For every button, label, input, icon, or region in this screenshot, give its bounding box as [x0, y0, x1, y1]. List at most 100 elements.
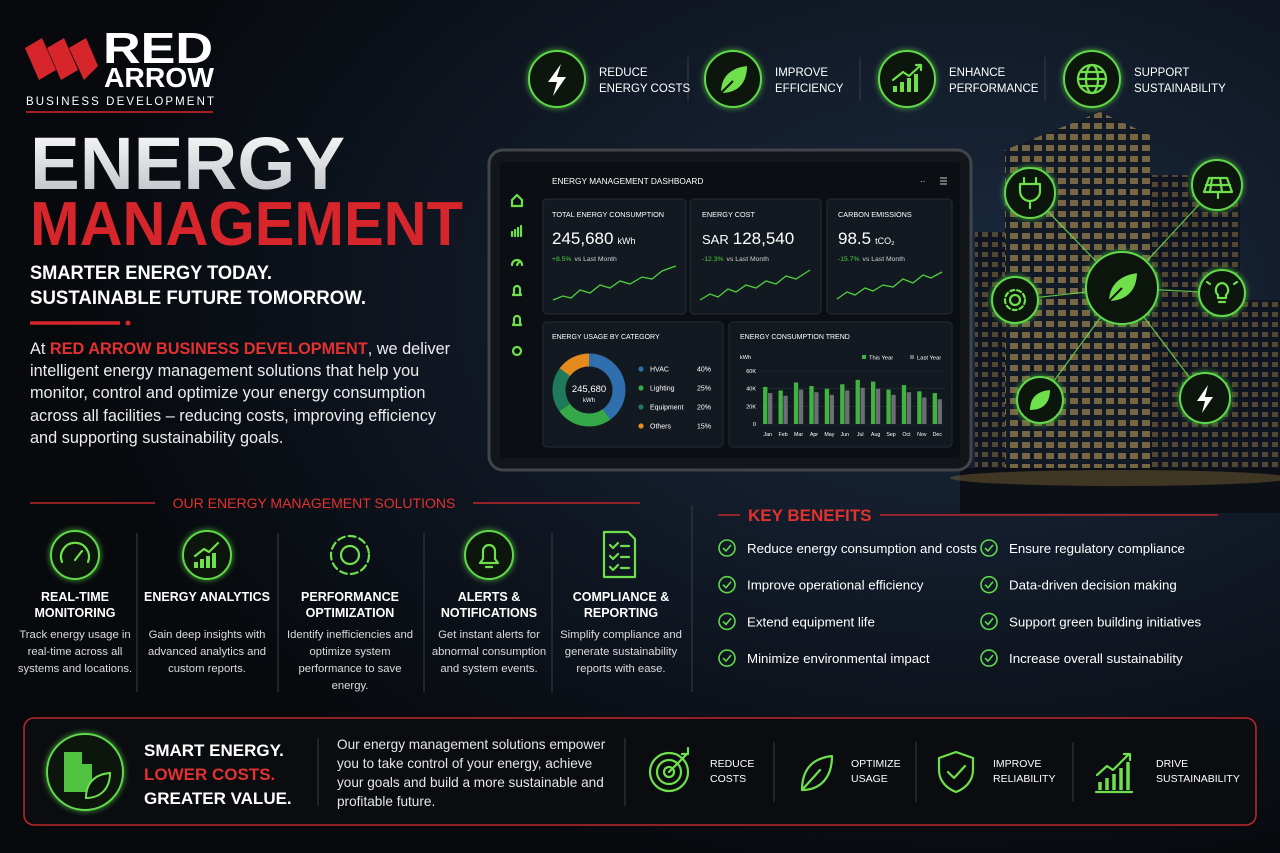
- solutions-frame: OUR ENERGY MANAGEMENT SOLUTIONS: [30, 495, 693, 692]
- legend-swatch: [638, 385, 644, 391]
- x-tick-label: Apr: [810, 432, 818, 438]
- bar: [824, 388, 830, 424]
- donut-segment: [552, 353, 626, 427]
- kpi-change-value: +8.5%: [552, 256, 571, 263]
- x-tick-label: Jul: [857, 432, 864, 438]
- legend-label: Others: [650, 424, 672, 431]
- benefit-item: Support green building initiatives: [1009, 614, 1202, 629]
- bar: [840, 384, 845, 424]
- kpi-prefix: SAR: [702, 232, 729, 247]
- divider-dot: [125, 320, 131, 326]
- legend-label: Lighting: [650, 386, 675, 393]
- legend-label: Last Year: [917, 356, 941, 362]
- kpi-compare: vs Last Month: [727, 256, 770, 263]
- bar: [798, 389, 804, 424]
- chart-title: ENERGY CONSUMPTION TREND: [740, 334, 850, 341]
- footer-slogan: LOWER COSTS.: [144, 765, 275, 784]
- legend-swatch: [638, 423, 644, 429]
- footer-item: IMPROVE: [993, 758, 1041, 770]
- x-tick-label: Jan: [763, 432, 772, 438]
- axis-label: kWh: [740, 355, 751, 361]
- feature-label: REDUCE: [599, 67, 648, 79]
- kpi-label: ENERGY COST: [702, 210, 756, 219]
- x-tick-label: Feb: [779, 432, 788, 438]
- bar: [922, 397, 927, 424]
- kpi-value: SAR 128,540: [702, 229, 794, 248]
- value-label: 20%: [697, 405, 711, 412]
- bar: [778, 390, 783, 424]
- kpi-value: 245,680 kWh: [552, 229, 635, 248]
- legend-label: HVAC: [650, 367, 669, 374]
- kpi-unit: kWh: [617, 236, 635, 246]
- bar: [917, 391, 922, 424]
- intro-text: , we deliver intelligent energy manageme…: [30, 340, 451, 447]
- hero-title: ENERGY: [30, 122, 345, 205]
- intro: At RED ARROW BUSINESS DEVELOPMENT, we de…: [30, 338, 462, 449]
- legend-swatch: [862, 355, 866, 359]
- hero-tagline: SUSTAINABLE FUTURE TOMORROW.: [30, 288, 366, 309]
- feature-label: IMPROVE: [775, 67, 828, 79]
- check-icon: [980, 539, 998, 557]
- y-tick-label: 0: [753, 422, 756, 428]
- kpi-label: TOTAL ENERGY CONSUMPTION: [552, 210, 664, 219]
- bar: [886, 389, 891, 424]
- y-tick-label: 20K: [746, 404, 756, 410]
- feature-label: ENERGY COSTS: [599, 83, 690, 95]
- bar: [845, 390, 850, 424]
- footer-slogan: GREATER VALUE.: [144, 789, 292, 808]
- logo-line2: ARROW: [104, 62, 215, 93]
- feature-label: PERFORMANCE: [949, 83, 1039, 95]
- legend-label: Equipment: [650, 405, 684, 412]
- bar: [783, 395, 788, 424]
- kpi-label: CARBON EMISSIONS: [838, 210, 912, 219]
- x-tick-label: Jun: [841, 432, 850, 438]
- value-label: 15%: [697, 424, 711, 431]
- bar: [871, 381, 876, 424]
- bar: [793, 382, 799, 424]
- solution-text: Identify inefficiencies and optimize sys…: [286, 629, 414, 692]
- check-icon: [980, 575, 998, 594]
- top-feature-icons: [528, 50, 1121, 108]
- x-tick-label: Aug: [871, 432, 880, 438]
- solution-text: Gain deep insights with advanced analyti…: [147, 629, 267, 675]
- kpi-change: -15.7% vs Last Month: [838, 256, 905, 263]
- bar: [860, 387, 865, 424]
- check-icon: [984, 544, 994, 553]
- donut-segment: [552, 353, 626, 427]
- kpi-number: 98.5: [838, 229, 871, 248]
- section-heading: OUR ENERGY MANAGEMENT SOLUTIONS: [173, 495, 456, 511]
- benefit-item: Extend equipment life: [747, 614, 875, 629]
- x-tick-label: Dec: [933, 432, 943, 438]
- solution-title: ENERGY ANALYTICS: [144, 590, 270, 604]
- check-icon: [984, 617, 994, 626]
- x-tick-label: Mar: [794, 432, 803, 438]
- bar: [768, 393, 773, 424]
- check-icon: [984, 654, 994, 663]
- x-tick-label: Sep: [886, 432, 895, 438]
- kpi-change: +8.5% vs Last Month: [552, 256, 617, 263]
- network-nodes: [991, 159, 1246, 424]
- logo: RED ARROW BUSINESS DEVELOPMENT: [25, 24, 215, 113]
- hero-title-accent: MANAGEMENT: [30, 190, 463, 259]
- solution-title: PERFORMANCE OPTIMIZATION: [301, 590, 399, 620]
- x-tick-label: Nov: [917, 432, 927, 438]
- benefits-frame: KEY BENEFITS Reduce energy consumption a…: [718, 506, 1218, 667]
- y-tick-label: 40K: [746, 387, 756, 393]
- kpi-number: 245,680: [552, 229, 613, 248]
- bar: [906, 392, 912, 424]
- check-icon: [718, 539, 736, 557]
- kpi-change-value: -12.3%: [702, 256, 724, 263]
- footer-item: OPTIMIZE: [851, 758, 901, 770]
- donut-center-value: 245,680: [572, 384, 606, 395]
- check-icon: [722, 581, 732, 589]
- dashboard-title: ENERGY MANAGEMENT DASHBOARD: [552, 176, 703, 186]
- legend-swatch: [638, 404, 644, 410]
- bar: [937, 399, 942, 424]
- footer-item: REDUCE: [710, 758, 754, 770]
- x-tick-label: Oct: [902, 432, 911, 438]
- check-icon: [718, 649, 736, 667]
- benefit-item: Minimize environmental impact: [747, 651, 930, 666]
- bar: [891, 394, 896, 424]
- legend-swatch: [910, 355, 914, 359]
